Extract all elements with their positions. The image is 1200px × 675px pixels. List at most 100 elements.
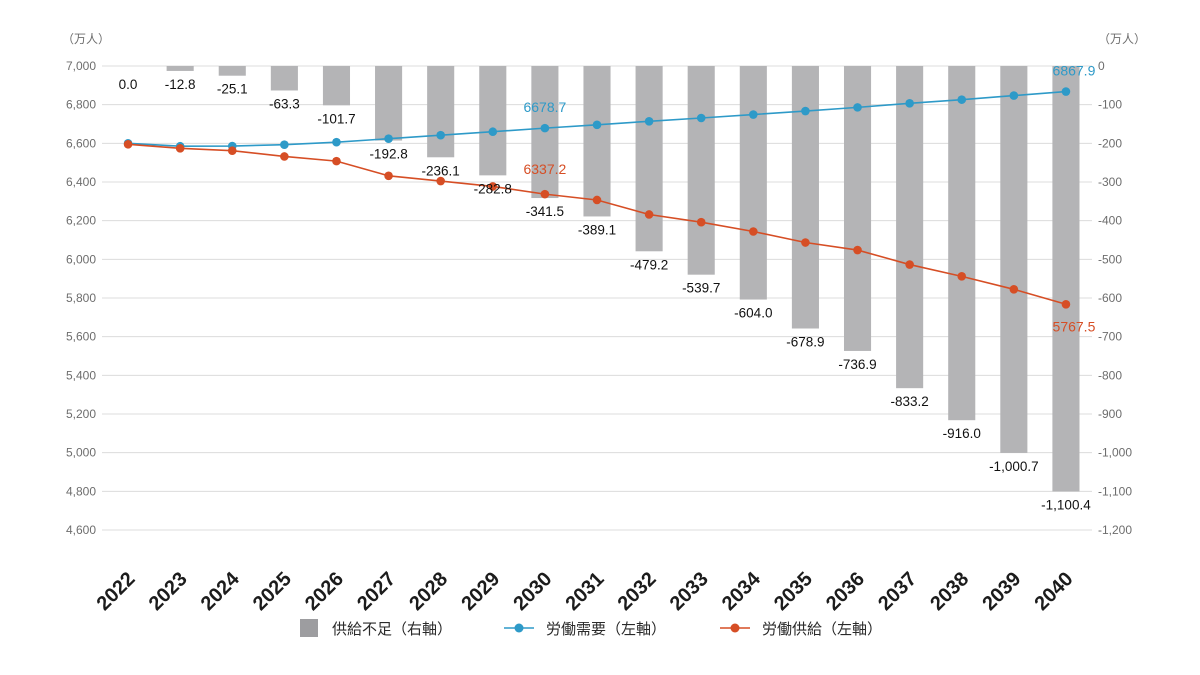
supply-value-label: 5767.5 — [1053, 318, 1096, 334]
left-axis-tick-label: 6,600 — [66, 136, 96, 150]
shortage-bar — [375, 66, 403, 141]
demand-point — [801, 106, 810, 116]
demand-point — [749, 110, 758, 119]
shortage-bar-label: -389.1 — [578, 222, 616, 237]
legend-label-demand: 労働需要（左軸） — [546, 620, 666, 638]
demand-point — [384, 134, 393, 143]
left-axis-tick-label: 5,200 — [66, 407, 96, 421]
supply-point — [1061, 299, 1071, 309]
shortage-bar-label: -736.9 — [838, 357, 876, 372]
x-axis-tick-label: 2040 — [1030, 568, 1077, 615]
left-axis-tick-label: 4,800 — [66, 484, 96, 498]
x-axis-tick-label: 2024 — [197, 567, 245, 615]
left-axis-tick-label: 7,000 — [66, 59, 96, 73]
right-axis-tick-label: -100 — [1098, 98, 1122, 112]
supply-point — [853, 245, 862, 255]
demand-point — [696, 113, 706, 123]
supply-point — [644, 210, 654, 219]
left-axis-tick-label: 6,200 — [66, 214, 96, 228]
supply-point — [280, 152, 289, 161]
demand-point — [332, 137, 341, 147]
left-axis-unit: （万人） — [62, 32, 110, 46]
right-axis-tick-label: -700 — [1098, 330, 1122, 344]
x-axis-tick-label: 2036 — [822, 568, 869, 615]
supply-point — [488, 182, 498, 191]
demand-value-label: 6867.9 — [1053, 63, 1096, 79]
supply-point — [592, 195, 602, 205]
shortage-bar — [166, 66, 194, 71]
left-axis-tick-label: 5,400 — [66, 368, 96, 382]
x-axis-tick-label: 2032 — [614, 568, 661, 615]
right-axis-tick-label: -400 — [1098, 214, 1122, 228]
shortage-bar-label: -1,100.4 — [1041, 497, 1091, 512]
shortage-bar — [1000, 66, 1028, 453]
x-axis-tick-label: 2034 — [718, 567, 766, 615]
shortage-bar-label: -833.2 — [890, 394, 928, 409]
right-axis-unit: （万人） — [1098, 32, 1146, 46]
shortage-bar — [479, 66, 507, 176]
shortage-bar — [322, 66, 351, 106]
shortage-bar-label: -63.3 — [269, 96, 300, 111]
demand-point — [644, 116, 654, 126]
supply-point — [436, 176, 445, 186]
shortage-bar-label: -282.8 — [474, 181, 512, 196]
supply-value-label: 6337.2 — [523, 161, 566, 177]
legend: 供給不足（右軸） 労働需要（左軸） 労働供給（左軸） — [300, 619, 882, 638]
right-axis-tick-label: -200 — [1098, 136, 1122, 150]
demand-point — [488, 127, 498, 137]
demand-point — [853, 103, 862, 112]
right-axis-tick-label: -900 — [1098, 407, 1122, 421]
x-axis-tick-label: 2028 — [405, 568, 452, 615]
shortage-bar-label: -604.0 — [734, 306, 772, 321]
left-axis-tick-label: 4,600 — [66, 523, 96, 537]
x-axis-tick-label: 2035 — [770, 568, 817, 615]
right-axis-tick-label: -1,100 — [1098, 484, 1132, 498]
supply-point — [905, 260, 914, 269]
legend-label-shortage: 供給不足（右軸） — [332, 620, 452, 638]
demand-point — [1061, 87, 1071, 96]
shortage-bar — [739, 66, 767, 300]
supply-point — [540, 189, 550, 199]
supply-point — [384, 171, 393, 181]
demand-point — [905, 99, 914, 108]
left-axis-tick-label: 5,600 — [66, 330, 96, 344]
shortage-bar-label: -539.7 — [682, 281, 720, 296]
supply-point — [123, 140, 133, 149]
shortage-bar — [843, 66, 872, 351]
shortage-bar — [218, 66, 246, 76]
right-axis-tick-label: -1,200 — [1098, 523, 1132, 537]
demand-point — [280, 140, 289, 149]
demand-value-label: 6678.7 — [523, 99, 566, 115]
shortage-bar — [635, 66, 663, 252]
x-axis-tick-label: 2027 — [353, 568, 400, 615]
x-axis-tick-label: 2025 — [249, 568, 296, 615]
right-axis-tick-label: 0 — [1098, 59, 1105, 73]
shortage-bar — [791, 66, 819, 329]
x-axis-tick-label: 2038 — [926, 568, 973, 615]
demand-point — [436, 130, 445, 140]
left-axis-tick-label: 6,000 — [66, 252, 96, 266]
supply-point — [696, 217, 706, 227]
left-axis-tick-label: 6,800 — [66, 98, 96, 112]
left-axis-tick-label: 6,400 — [66, 175, 96, 189]
shortage-bar-label: -101.7 — [317, 111, 355, 126]
demand-point — [1009, 91, 1019, 100]
x-axis-tick-label: 2029 — [457, 568, 504, 615]
shortage-bar-label: -12.8 — [165, 77, 196, 92]
right-axis-tick-label: -800 — [1098, 368, 1122, 382]
shortage-bar-label: -479.2 — [630, 257, 668, 272]
supply-point — [801, 238, 810, 247]
right-axis-tick-label: -500 — [1098, 252, 1122, 266]
supply-point — [332, 156, 341, 166]
legend-marker-demand — [514, 623, 524, 633]
supply-point — [749, 227, 758, 236]
shortage-bar-label: -678.9 — [786, 335, 824, 350]
right-axis-tick-label: -300 — [1098, 175, 1122, 189]
legend-label-supply: 労働供給（左軸） — [762, 620, 882, 638]
right-axis-tick-label: -1,000 — [1098, 446, 1132, 460]
shortage-bar — [687, 66, 715, 275]
shortage-bar — [948, 66, 976, 421]
shortage-bar — [427, 66, 455, 158]
x-axis-tick-label: 2023 — [145, 568, 192, 615]
